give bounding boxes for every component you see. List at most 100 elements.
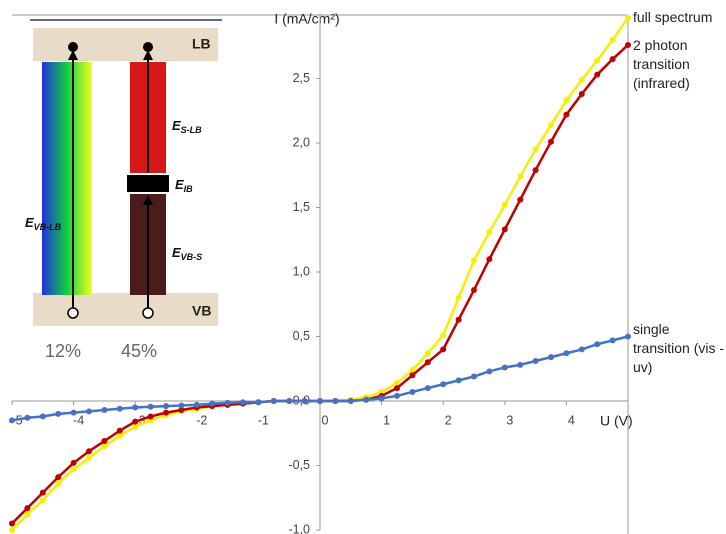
data-point <box>394 379 400 386</box>
data-point <box>471 373 477 380</box>
data-point <box>548 138 554 145</box>
data-point <box>116 405 123 412</box>
x-axis-label: U (V) <box>600 413 633 429</box>
data-point <box>55 480 62 487</box>
data-point <box>563 111 570 118</box>
data-point <box>132 418 139 425</box>
data-point <box>193 401 200 408</box>
series-label: single transition (vis - uv) <box>633 321 725 375</box>
data-point <box>24 511 31 518</box>
data-point <box>394 385 400 392</box>
y-tick-label: 0,5 <box>293 329 310 343</box>
data-point <box>317 398 323 404</box>
data-point <box>24 414 31 421</box>
data-point <box>609 36 616 43</box>
data-point <box>9 520 15 527</box>
data-point <box>163 409 169 416</box>
data-point <box>486 368 493 375</box>
x-tick-label: -2 <box>196 413 207 427</box>
data-point <box>625 14 631 21</box>
data-point <box>471 287 477 294</box>
series-label: full spectrum <box>633 9 713 25</box>
data-point <box>471 257 477 264</box>
data-point <box>101 443 108 450</box>
data-point <box>455 316 462 323</box>
data-point <box>440 332 447 339</box>
y-tick-label: 2,5 <box>293 71 310 85</box>
data-point <box>517 196 524 203</box>
data-point <box>116 432 123 439</box>
data-point <box>240 399 246 406</box>
data-point <box>563 350 570 357</box>
data-point <box>70 409 77 416</box>
data-point <box>332 398 339 404</box>
data-point <box>424 385 431 392</box>
data-point <box>301 398 308 404</box>
data-point <box>86 408 92 415</box>
data-point <box>132 404 139 411</box>
data-point <box>255 399 262 406</box>
data-point <box>563 97 570 104</box>
x-tick-label: 4 <box>568 413 575 427</box>
data-point <box>224 399 231 406</box>
data-point <box>378 395 385 402</box>
data-point <box>548 354 554 361</box>
data-point <box>501 364 508 371</box>
data-point <box>55 474 62 481</box>
data-point <box>455 377 462 384</box>
data-point <box>178 407 185 414</box>
data-point <box>625 333 631 340</box>
data-point <box>39 497 46 504</box>
data-point <box>9 527 15 533</box>
y-tick-label: 1,0 <box>293 264 310 278</box>
data-point <box>594 71 601 78</box>
data-point <box>86 454 92 461</box>
data-point <box>409 367 416 374</box>
data-point <box>578 76 585 83</box>
data-point <box>424 350 431 357</box>
data-point <box>70 466 77 473</box>
data-point <box>594 57 601 64</box>
data-point <box>409 388 416 395</box>
data-point <box>486 229 493 236</box>
data-point <box>86 448 92 455</box>
x-tick-label: -4 <box>73 413 84 427</box>
data-point <box>178 402 185 409</box>
data-point <box>532 358 539 365</box>
data-point <box>147 413 154 420</box>
data-point <box>286 398 293 404</box>
data-point <box>116 427 123 434</box>
data-point <box>440 381 447 388</box>
data-point <box>209 400 216 407</box>
y-tick-label: -0,5 <box>288 458 310 472</box>
data-point <box>270 398 277 404</box>
data-point <box>455 294 462 301</box>
data-point <box>501 201 508 208</box>
data-point <box>440 346 447 353</box>
data-point <box>424 359 431 366</box>
data-point <box>101 437 108 444</box>
data-point <box>625 41 631 48</box>
data-point <box>609 56 616 63</box>
data-point <box>9 417 15 424</box>
data-point <box>147 403 154 410</box>
data-point <box>486 256 493 263</box>
x-tick-label: 3 <box>506 413 513 427</box>
data-point <box>501 226 508 233</box>
x-tick-label: -1 <box>258 413 269 427</box>
data-point <box>409 372 416 379</box>
x-tick-label: 2 <box>445 413 452 427</box>
data-point <box>363 396 370 403</box>
data-point <box>578 90 585 97</box>
x-tick-label: 1 <box>383 413 390 427</box>
y-tick-label: 1,5 <box>293 200 310 214</box>
data-point <box>548 121 554 128</box>
data-point <box>517 173 524 180</box>
data-point <box>347 398 354 404</box>
data-point <box>532 146 539 153</box>
data-point <box>394 392 400 399</box>
data-point <box>70 459 77 466</box>
data-point <box>39 413 46 420</box>
data-point <box>594 341 601 348</box>
